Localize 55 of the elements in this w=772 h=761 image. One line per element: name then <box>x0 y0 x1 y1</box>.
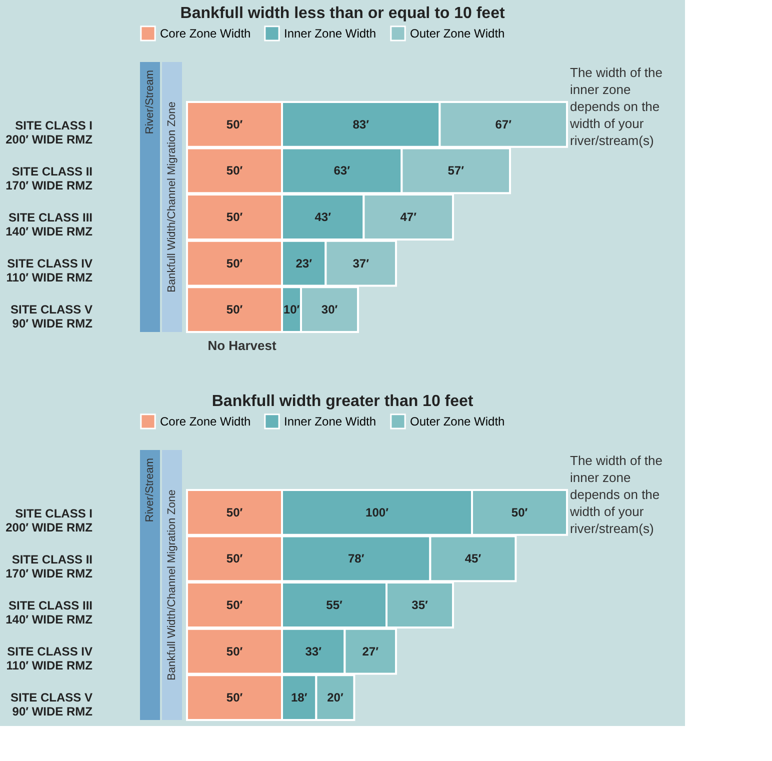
data-label: 57′ <box>448 164 464 178</box>
data-label: 50′ <box>226 302 243 317</box>
data-label: 50′ <box>511 505 528 520</box>
chart-title: Bankfull width greater than 10 feet <box>212 393 474 410</box>
data-label: 63′ <box>334 164 350 178</box>
text: Bankfull Width/Channel Migration Zone <box>166 102 178 292</box>
text: The width of the inner zone depends on the width of your river/stream(s) <box>569 65 662 148</box>
chart-title: Bankfull width less than or equal to 10 feet <box>180 5 506 22</box>
legend-label: Core Zone Width <box>160 414 251 428</box>
y-tick-label: SITE CLASS I 200′ WIDE RMZ <box>6 506 92 534</box>
data-label: 50′ <box>226 256 243 270</box>
data-label: 50′ <box>226 552 243 566</box>
y-tick-label: SITE CLASS I 200′ WIDE RMZ <box>6 118 92 146</box>
data-label: 30′ <box>321 302 338 317</box>
legend-label: Outer Zone Width <box>410 414 505 428</box>
data-label: 100′ <box>366 505 389 520</box>
data-label: 50′ <box>226 117 243 132</box>
y-tick-label: SITE CLASS II 170′ WIDE RMZ <box>6 164 92 192</box>
data-label: 20′ <box>327 690 344 705</box>
legend-label: Inner Zone Width <box>284 26 376 40</box>
y-tick-label: SITE CLASS II 170′ WIDE RMZ <box>6 552 92 580</box>
data-label: 55′ <box>326 598 342 612</box>
data-label: 43′ <box>314 210 332 224</box>
data-label: 23′ <box>296 256 312 270</box>
text: River/Stream <box>144 458 156 522</box>
annotation: No Harvest <box>208 338 277 353</box>
data-label: 35′ <box>412 598 428 612</box>
legend-label: Inner Zone Width <box>284 414 376 428</box>
text: River/Stream <box>144 70 156 134</box>
data-label: 33′ <box>305 644 322 658</box>
data-label: 50′ <box>226 598 243 612</box>
data-label: 50′ <box>226 505 243 520</box>
data-label: 18′ <box>290 690 308 705</box>
y-tick-label: SITE CLASS IV 110′ WIDE RMZ <box>6 644 92 672</box>
data-label: 27′ <box>362 644 379 658</box>
legend-label: Outer Zone Width <box>410 26 505 40</box>
data-label: 50′ <box>226 164 243 178</box>
y-tick-label: SITE CLASS V 90′ WIDE RMZ <box>10 302 92 330</box>
y-tick-label: SITE CLASS IV 110′ WIDE RMZ <box>6 256 92 284</box>
data-label: 45′ <box>464 552 482 566</box>
y-tick-label: SITE CLASS V 90′ WIDE RMZ <box>10 690 92 718</box>
legend-label: Core Zone Width <box>160 26 251 40</box>
data-label: 83′ <box>352 117 370 132</box>
data-label: 67′ <box>495 117 512 132</box>
data-label: 37′ <box>352 256 370 270</box>
data-label: 50′ <box>226 210 243 224</box>
y-tick-label: SITE CLASS III 140′ WIDE RMZ <box>6 210 92 238</box>
data-label: 78′ <box>348 552 364 566</box>
data-label: 47′ <box>400 210 417 224</box>
data-label: 50′ <box>226 644 243 658</box>
text: Bankfull Width/Channel Migration Zone <box>166 490 178 680</box>
y-tick-label: SITE CLASS III 140′ WIDE RMZ <box>6 598 92 626</box>
data-label: 10′ <box>283 302 300 317</box>
data-label: 50′ <box>226 690 243 705</box>
text: The width of the inner zone depends on the width of your river/stream(s) <box>569 453 662 536</box>
